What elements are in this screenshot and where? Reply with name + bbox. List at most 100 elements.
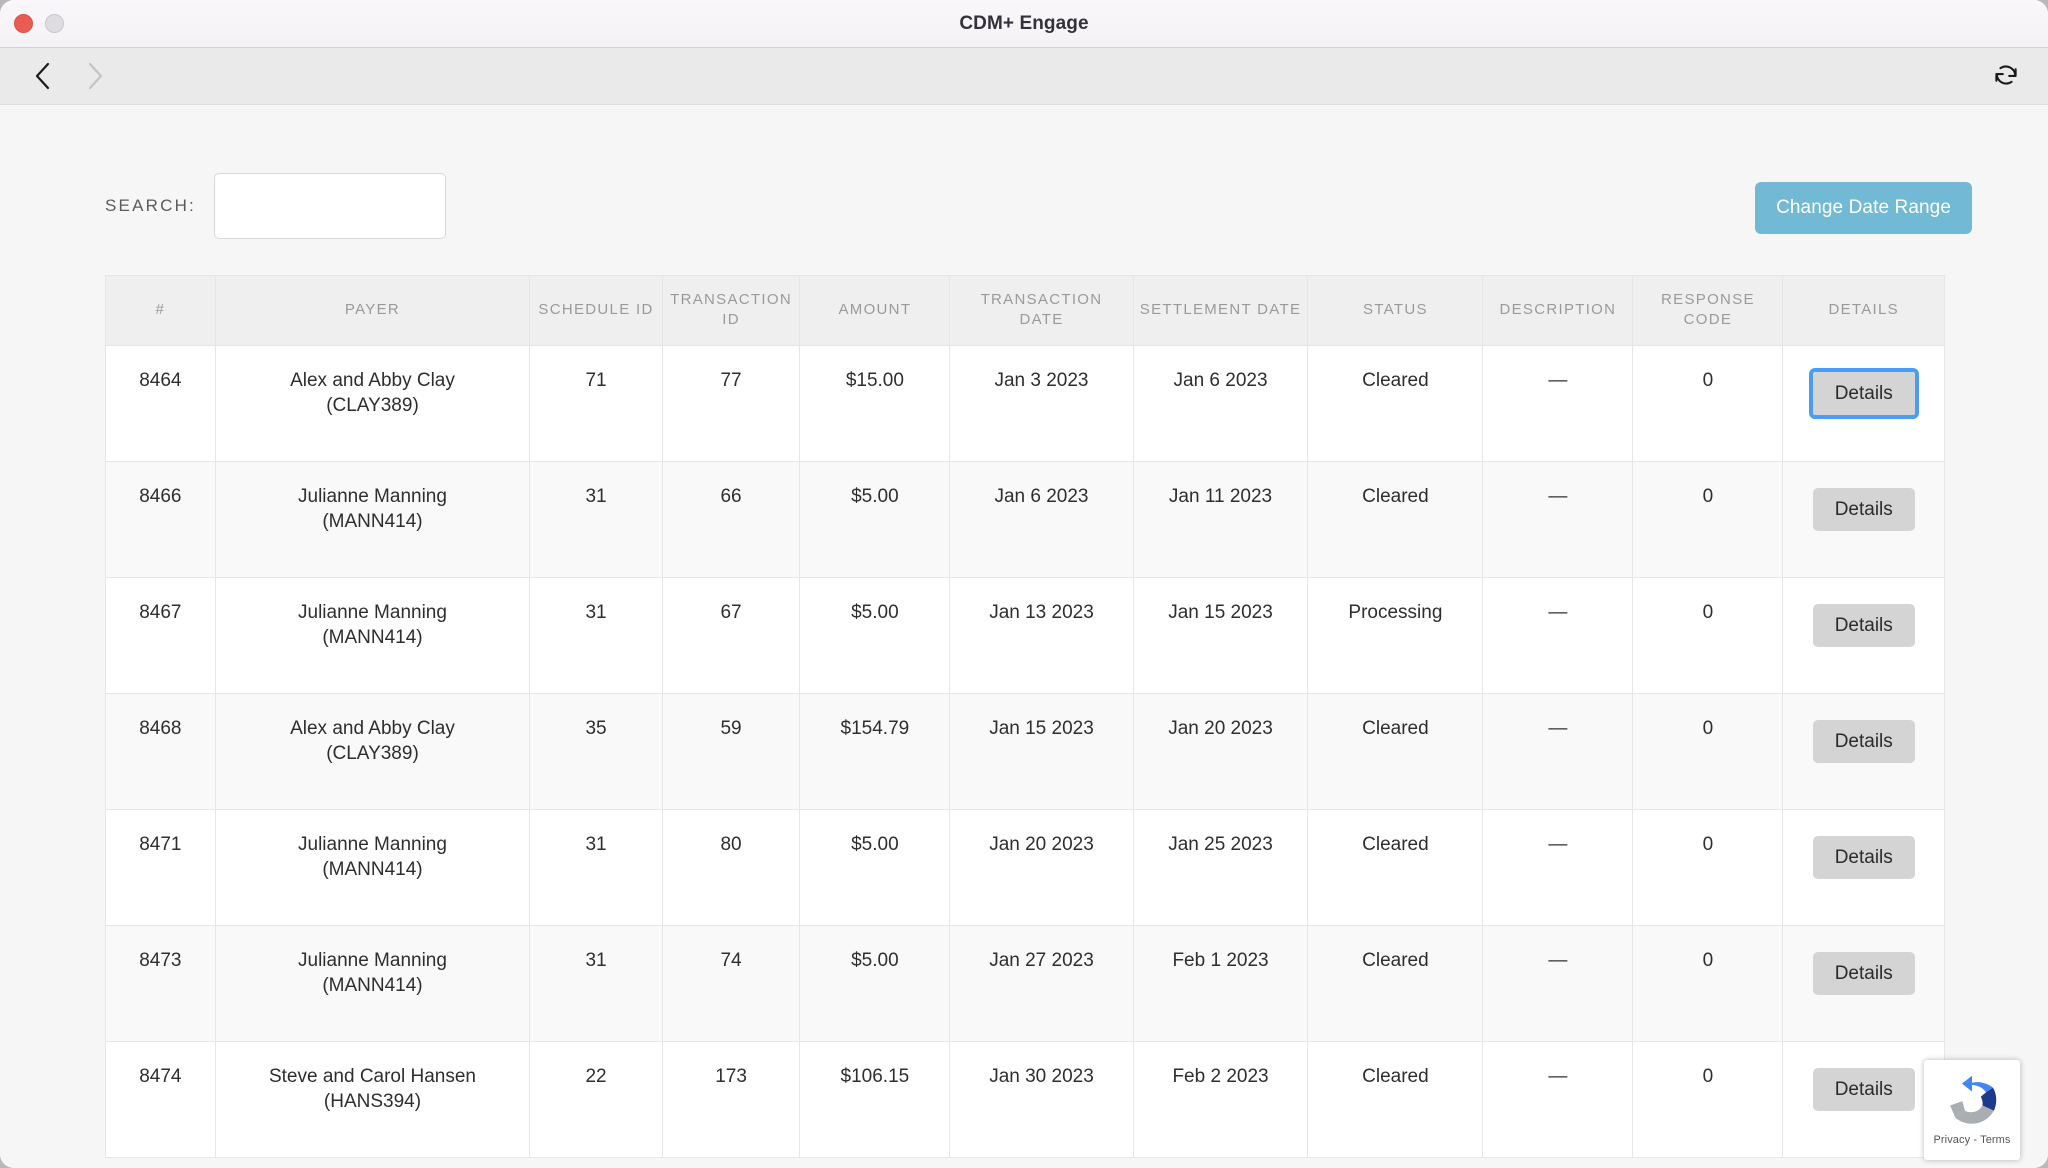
column-header-schedule-id[interactable]: SCHEDULE ID (529, 275, 663, 346)
cell-description: — (1482, 808, 1634, 926)
cell-transaction-date: Jan 3 2023 (949, 344, 1134, 462)
payer-name: Steve and Carol Hansen (268, 1065, 476, 1087)
cell-details: Details (1782, 692, 1945, 810)
details-button[interactable]: Details (1812, 1067, 1915, 1111)
table-head: # PAYER SCHEDULE ID TRANSACTION ID AMOUN… (105, 275, 1945, 346)
cell-response-code: 0 (1632, 1040, 1784, 1158)
cell-settlement-date: Jan 15 2023 (1132, 576, 1309, 694)
cell-payer: Julianne Manning (MANN414) (214, 576, 531, 694)
cell-amount: $5.00 (799, 924, 951, 1042)
cell-number: 8468 (105, 692, 216, 810)
minimize-window-button[interactable] (45, 14, 64, 33)
payer-name: Julianne Manning (298, 949, 447, 971)
table-row: 8467 Julianne Manning (MANN414) 31 67 $5.00 Ja… (105, 576, 1945, 694)
cell-description: — (1482, 692, 1634, 810)
column-header-amount[interactable]: AMOUNT (799, 275, 951, 346)
cell-schedule-id: 71 (529, 344, 663, 462)
cell-status: Processing (1307, 576, 1484, 694)
column-header-settlement-date[interactable]: SETTLEMENT DATE (1132, 275, 1309, 346)
details-button[interactable]: Details (1812, 719, 1915, 763)
cell-description: — (1482, 924, 1634, 1042)
cell-response-code: 0 (1632, 344, 1784, 462)
cell-status: Cleared (1307, 692, 1484, 810)
cell-payer: Alex and Abby Clay (CLAY389) (214, 344, 531, 462)
cell-response-code: 0 (1632, 924, 1784, 1042)
cell-details: Details (1782, 808, 1945, 926)
cell-payer: Alex and Abby Clay (CLAY389) (214, 692, 531, 810)
cell-settlement-date: Jan 6 2023 (1132, 344, 1309, 462)
cell-transaction-date: Jan 30 2023 (949, 1040, 1134, 1158)
table-header-row: # PAYER SCHEDULE ID TRANSACTION ID AMOUN… (105, 275, 1945, 346)
transactions-table-container: # PAYER SCHEDULE ID TRANSACTION ID AMOUN… (105, 275, 1945, 1168)
forward-button[interactable] (78, 59, 112, 93)
nav-button-group (26, 59, 112, 93)
cell-settlement-date: Jan 25 2023 (1132, 808, 1309, 926)
column-header-transaction-id[interactable]: TRANSACTION ID (661, 275, 801, 346)
table-row: 8466 Julianne Manning (MANN414) 31 66 $5.00 Ja… (105, 460, 1945, 578)
cell-status: Cleared (1307, 344, 1484, 462)
column-header-response-code[interactable]: RESPONSE CODE (1632, 275, 1784, 346)
close-window-button[interactable] (14, 14, 33, 33)
change-date-range-button[interactable]: Change Date Range (1755, 182, 1972, 234)
payer-code: (CLAY389) (326, 395, 419, 417)
payer-name: Julianne Manning (298, 601, 447, 623)
cell-amount: $106.15 (799, 1040, 951, 1158)
details-button[interactable]: Details (1808, 367, 1919, 419)
cell-payer: Julianne Manning (MANN414) (214, 924, 531, 1042)
window-title: CDM+ Engage (959, 12, 1089, 34)
cell-details: Details (1782, 924, 1945, 1042)
details-button[interactable]: Details (1812, 487, 1915, 531)
column-header-transaction-date[interactable]: TRANSACTION DATE (949, 275, 1134, 346)
cell-schedule-id: 35 (529, 692, 663, 810)
cell-transaction-id: 77 (661, 344, 801, 462)
payer-code: (MANN414) (322, 627, 423, 649)
column-header-payer[interactable]: PAYER (214, 275, 531, 346)
back-button[interactable] (26, 59, 60, 93)
details-button[interactable]: Details (1812, 603, 1915, 647)
window-controls (0, 14, 64, 33)
cell-schedule-id: 31 (529, 576, 663, 694)
column-header-number[interactable]: # (105, 275, 216, 346)
cell-number: 8471 (105, 808, 216, 926)
cell-description: — (1482, 576, 1634, 694)
payer-name: Julianne Manning (298, 833, 447, 855)
cell-details: Details (1782, 460, 1945, 578)
cell-transaction-date: Jan 13 2023 (949, 576, 1134, 694)
cell-amount: $5.00 (799, 808, 951, 926)
cell-description: — (1482, 344, 1634, 462)
details-button[interactable]: Details (1812, 835, 1915, 879)
cell-settlement-date: Jan 11 2023 (1132, 460, 1309, 578)
cell-amount: $15.00 (799, 344, 951, 462)
details-button[interactable]: Details (1812, 951, 1915, 995)
cell-number: 8466 (105, 460, 216, 578)
recaptcha-privacy-terms-links[interactable]: Privacy - Terms (1933, 1134, 2011, 1146)
column-header-description[interactable]: DESCRIPTION (1482, 275, 1634, 346)
cell-number: 8473 (105, 924, 216, 1042)
cell-settlement-date: Jan 20 2023 (1132, 692, 1309, 810)
cell-status: Cleared (1307, 460, 1484, 578)
column-header-status[interactable]: STATUS (1307, 275, 1484, 346)
refresh-button[interactable] (1986, 56, 2026, 96)
payer-name: Julianne Manning (298, 485, 447, 507)
search-group: SEARCH: (105, 173, 446, 239)
cell-details: Details (1782, 576, 1945, 694)
cell-status: Cleared (1307, 924, 1484, 1042)
payer-name: Alex and Abby Clay (290, 369, 455, 391)
cell-response-code: 0 (1632, 576, 1784, 694)
cell-transaction-id: 173 (661, 1040, 801, 1158)
controls-row: SEARCH: Change Date Range (16, 173, 2032, 253)
cell-response-code: 0 (1632, 692, 1784, 810)
cell-transaction-id: 66 (661, 460, 801, 578)
payer-code: (MANN414) (322, 511, 423, 533)
cell-transaction-id: 67 (661, 576, 801, 694)
navigation-toolbar (0, 48, 2048, 105)
cell-description: — (1482, 460, 1634, 578)
payer-code: (HANS394) (323, 1091, 422, 1113)
cell-settlement-date: Feb 1 2023 (1132, 924, 1309, 1042)
search-input[interactable] (213, 173, 446, 239)
column-header-details[interactable]: DETAILS (1782, 275, 1945, 346)
cell-details: Details (1782, 344, 1945, 462)
table-row: 8473 Julianne Manning (MANN414) 31 74 $5.00 Ja… (105, 924, 1945, 1042)
recaptcha-badge: Privacy - Terms (1924, 1060, 2020, 1160)
recaptcha-logo-icon (1944, 1074, 2000, 1130)
